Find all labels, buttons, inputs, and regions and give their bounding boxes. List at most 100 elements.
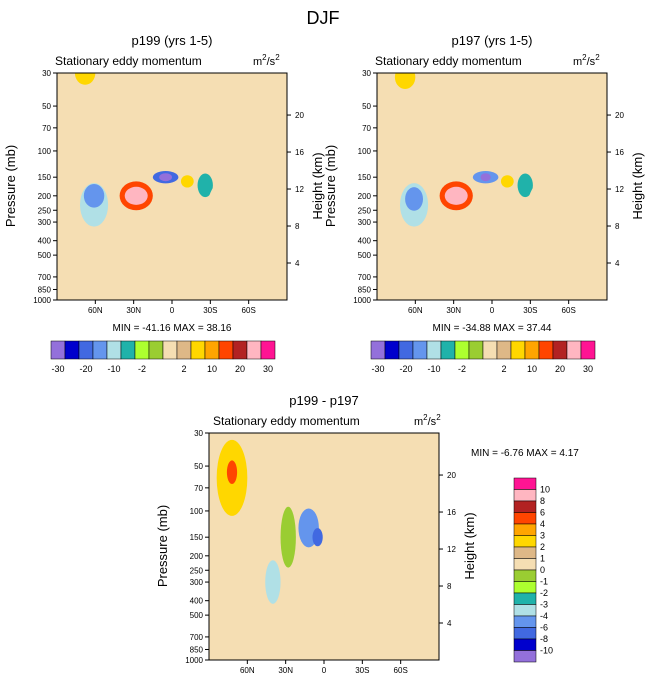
units-sup2: 2 [436,413,441,422]
y-tick-label: 500 [358,251,372,260]
colorbar-label: 2 [181,364,186,374]
y-tick-label: 200 [358,192,372,201]
colorbar-label: 4 [540,519,545,529]
contour-feature [394,73,416,89]
contour-feature [205,180,241,264]
colorbar-label: -2 [138,364,146,374]
y2-tick-label: 20 [615,111,624,120]
y2-tick-label: 4 [615,259,620,268]
figure-title: DJF [307,8,340,28]
y-tick-label: 500 [190,611,204,620]
units-sup1: 2 [423,413,428,422]
x-tick-label: 0 [170,306,175,315]
y2-tick-label: 8 [615,222,620,231]
units-label: m2/s2 [414,413,441,428]
y-tick-label: 200 [38,192,52,201]
colorbar-swatch [412,340,428,360]
colorbar-swatch [513,535,537,548]
colorbar-swatch [398,340,414,360]
x-tick-label: 60N [88,306,103,315]
colorbar-swatch [384,340,400,360]
y-tick-label: 1000 [33,296,51,305]
y2-axis-label: Height (km) [630,152,645,219]
y2-tick-label: 16 [447,508,456,517]
y-tick-label: 300 [358,218,372,227]
contour-fill [57,73,287,300]
stats-label: MIN = -41.16 MAX = 38.16 [113,323,232,334]
colorbar-swatch [513,627,537,640]
colorbar-swatch [510,340,526,360]
contour-feature [525,180,561,264]
colorbar-swatch [513,592,537,605]
contour-plot: 30 50 70 100 150 200 250 300 400 500 700 850 1000 20 1… [353,69,624,315]
y-tick-label: 30 [42,69,51,78]
y2-tick-label: 20 [447,471,456,480]
y2-axis-label: Height (km) [462,512,477,579]
contour-feature [197,173,213,198]
colorbar-swatch [524,340,540,360]
y-axis-label: Pressure (mb) [155,505,170,587]
colorbar-label: -20 [399,364,412,374]
contour-feature [480,173,491,182]
colorbar-label: 0 [540,565,545,575]
y-tick-label: 30 [362,69,371,78]
x-tick-label: 30N [446,306,461,315]
y-tick-label: 700 [38,273,52,282]
colorbar-swatch [440,340,456,360]
colorbar-label: 2 [501,364,506,374]
contour-feature [83,184,105,208]
y-tick-label: 850 [190,645,204,654]
units-mid: /s [428,416,437,428]
contour-feature [500,175,514,188]
units-mid: /s [267,56,276,68]
y-tick-label: 70 [194,484,203,493]
colorbar-swatch [513,523,537,536]
colorbar-label: 10 [540,485,550,495]
colorbar-swatch [162,340,178,360]
contour-feature [517,173,533,198]
colorbar-swatch [468,340,484,360]
colorbar-label: -20 [79,364,92,374]
y-tick-label: 300 [38,218,52,227]
colorbar-swatch [513,512,537,525]
colorbar-label: -10 [107,364,120,374]
y-axis-label: Pressure (mb) [3,145,18,227]
contour-plot: 30 50 70 100 150 200 250 300 400 500 700 850 1000 20 1… [33,69,304,315]
y-axis-label: Pressure (mb) [323,145,338,227]
colorbar-swatch [513,638,537,651]
colorbar-label: -30 [51,364,64,374]
y-tick-label: 250 [38,206,52,215]
colorbar-label: 10 [207,364,217,374]
units-sup1: 2 [262,53,267,62]
x-tick-label: 60N [408,306,423,315]
colorbar-swatch [513,569,537,582]
units-mid: /s [587,56,596,68]
y-tick-label: 100 [190,507,204,516]
colorbar-swatch [552,340,568,360]
colorbar-swatch [513,489,537,502]
y-tick-label: 400 [38,237,52,246]
y2-axis-label: Height (km) [310,152,325,219]
colorbar-swatch [496,340,512,360]
y-tick-label: 850 [38,285,52,294]
panel-subtitle: Stationary eddy momentum [213,414,360,428]
colorbar-swatch [566,340,582,360]
colorbar-label: 8 [540,496,545,506]
colorbar-swatch [513,477,537,490]
units-label: m2/s2 [573,53,600,68]
colorbar-swatch [513,558,537,571]
colorbar-swatch [246,340,262,360]
contour-feature [159,173,172,182]
x-tick-label: 60S [242,306,256,315]
panel-subtitle: Stationary eddy momentum [55,54,202,68]
colorbar-swatch [513,650,537,663]
panel-p197: p197 (yrs 1-5) Stationary eddy momentum … [323,33,645,374]
units-base: m [414,416,423,428]
colorbar: -30 -20 -10 -2 2 10 20 30 [370,340,596,374]
colorbar-swatch [176,340,192,360]
colorbar-label: -2 [540,588,548,598]
colorbar-swatch [190,340,206,360]
stats-label: MIN = -34.88 MAX = 37.44 [433,323,552,334]
contour-feature [405,187,423,211]
panel-p199: p199 (yrs 1-5) Stationary eddy momentum … [3,33,325,374]
